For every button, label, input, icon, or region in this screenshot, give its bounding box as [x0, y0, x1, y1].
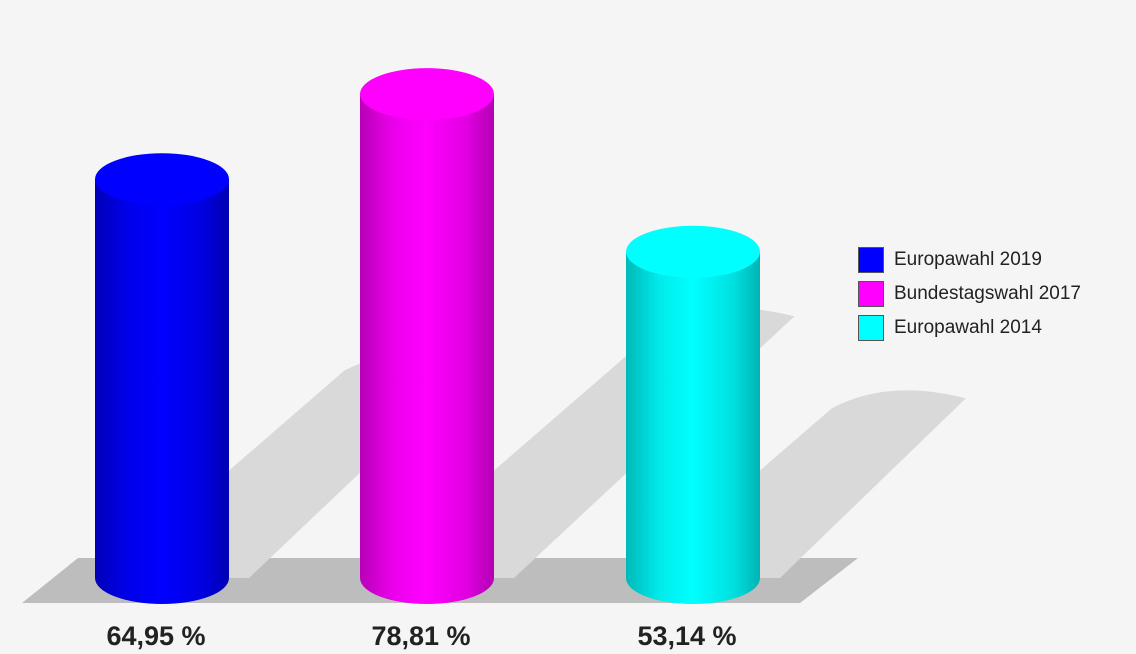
bar	[626, 251, 760, 604]
legend-swatch	[858, 247, 884, 273]
value-label: 78,81 %	[371, 621, 470, 651]
bar-top	[360, 68, 494, 121]
bar-shadows	[105, 308, 966, 578]
legend-swatch	[858, 281, 884, 307]
legend-swatch	[858, 315, 884, 341]
legend-label: Bundestagswahl 2017	[894, 283, 1081, 304]
bar-top	[626, 225, 760, 278]
legend: Europawahl 2019 Bundestagswahl 2017 Euro…	[858, 243, 1081, 345]
value-label: 53,14 %	[637, 621, 736, 651]
bar	[360, 94, 494, 604]
legend-label: Europawahl 2019	[894, 249, 1042, 270]
value-labels: 64,95 % 78,81 % 53,14 %	[106, 621, 736, 651]
legend-item: Europawahl 2014	[858, 311, 1081, 345]
value-label: 64,95 %	[106, 621, 205, 651]
legend-item: Europawahl 2019	[858, 243, 1081, 277]
bar-top	[95, 153, 229, 206]
legend-label: Europawahl 2014	[894, 317, 1042, 338]
legend-item: Bundestagswahl 2017	[858, 277, 1081, 311]
bars	[95, 68, 760, 604]
bar	[95, 179, 229, 604]
